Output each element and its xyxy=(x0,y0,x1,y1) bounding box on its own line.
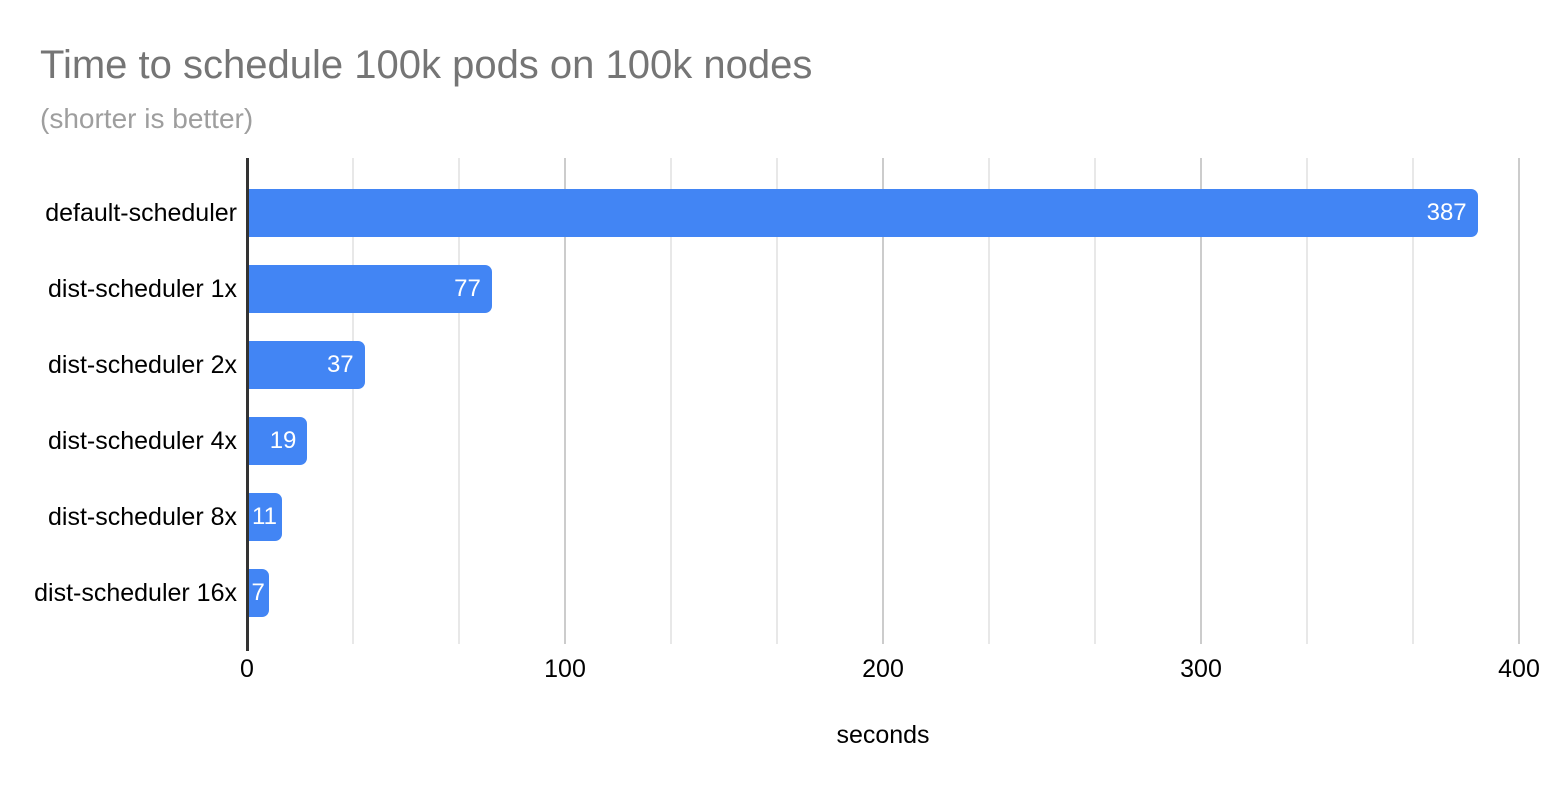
category-label: default-scheduler xyxy=(45,198,237,227)
bar-value-label: 77 xyxy=(454,274,481,302)
gridline xyxy=(1412,158,1414,644)
bar-row: dist-scheduler 16x 7 xyxy=(34,569,1519,618)
gridline xyxy=(1518,158,1520,644)
gridline xyxy=(988,158,990,644)
gridline xyxy=(882,158,884,644)
gridline xyxy=(458,158,460,644)
gridline xyxy=(1306,158,1308,644)
y-axis-baseline xyxy=(246,158,249,651)
gridline xyxy=(776,158,778,644)
bar: 77 xyxy=(247,264,492,313)
x-tick-label: 300 xyxy=(1180,655,1222,683)
gridline xyxy=(670,158,672,644)
bar: 11 xyxy=(247,493,282,542)
category-label: dist-scheduler 16x xyxy=(34,579,237,608)
bar-value-label: 19 xyxy=(269,426,297,454)
bar-value-label: 387 xyxy=(1426,198,1467,226)
chart-subtitle: (shorter is better) xyxy=(40,103,254,134)
category-label: dist-scheduler 8x xyxy=(48,503,237,532)
gridline xyxy=(1094,158,1096,644)
bar-row: default-scheduler 387 xyxy=(45,188,1519,237)
x-tick-label: 100 xyxy=(544,655,586,683)
category-label: dist-scheduler 1x xyxy=(48,274,237,303)
gridline xyxy=(1200,158,1202,644)
bar-value-label: 11 xyxy=(252,503,277,531)
gridline xyxy=(564,158,566,644)
bar: 37 xyxy=(247,340,365,389)
x-tick-label: 200 xyxy=(862,655,904,683)
bar-row: dist-scheduler 2x 37 xyxy=(48,340,1519,389)
bar-value-label: 7 xyxy=(251,579,265,607)
category-label: dist-scheduler 4x xyxy=(48,426,237,455)
category-label: dist-scheduler 2x xyxy=(48,350,237,379)
bar: 7 xyxy=(247,569,270,618)
bar: 19 xyxy=(247,416,308,465)
gridline xyxy=(352,158,354,644)
chart-title: Time to schedule 100k pods on 100k nodes xyxy=(40,43,813,87)
x-tick-label: 400 xyxy=(1498,655,1540,683)
x-tick-label: 0 xyxy=(240,655,254,683)
bar-row: dist-scheduler 8x 11 xyxy=(48,493,1519,542)
bar-row: dist-scheduler 1x 77 xyxy=(48,264,1519,313)
bar-row: dist-scheduler 4x 19 xyxy=(48,416,1519,465)
bar: 387 xyxy=(247,188,1478,237)
x-axis-title: seconds xyxy=(836,721,930,749)
plot-area: default-scheduler 387 dist-scheduler 1x 77 d… xyxy=(34,158,1540,749)
bar-value-label: 37 xyxy=(326,350,354,378)
